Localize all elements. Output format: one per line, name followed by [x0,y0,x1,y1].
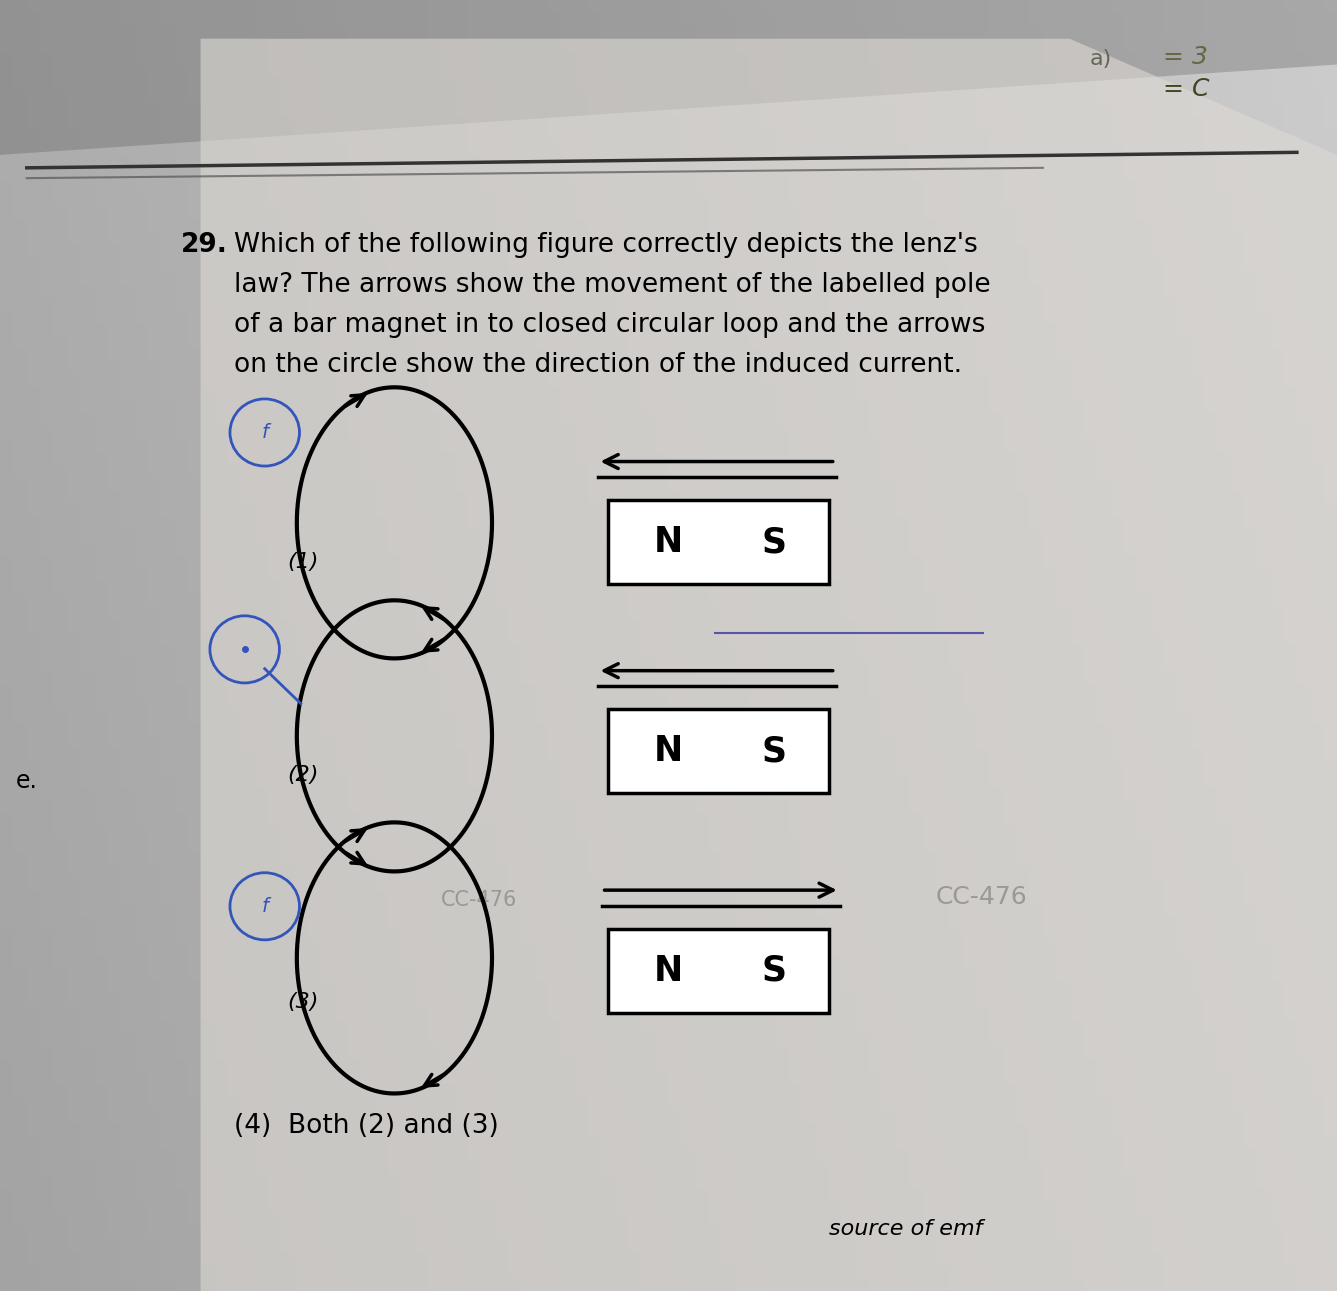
Polygon shape [201,39,1337,1291]
Text: e.: e. [16,769,37,793]
Text: (4)  Both (2) and (3): (4) Both (2) and (3) [234,1113,499,1139]
Polygon shape [0,0,1337,155]
Text: (2): (2) [287,764,318,785]
Text: f: f [261,423,269,442]
Text: 29.: 29. [180,232,227,258]
Text: S: S [761,525,786,559]
Bar [608,930,829,1012]
Text: S: S [761,954,786,988]
Text: S: S [761,735,786,768]
Bar [608,710,829,793]
Text: a): a) [1090,49,1112,68]
Bar [608,500,829,584]
Text: N: N [654,735,682,768]
Text: = 3: = 3 [1163,45,1209,70]
Text: f: f [261,897,269,915]
Text: = C: = C [1163,77,1210,102]
Text: Which of the following figure correctly depicts the lenz's
law? The arrows show : Which of the following figure correctly … [234,232,991,378]
Text: N: N [654,525,682,559]
Text: CC-476: CC-476 [441,891,517,910]
Text: (1): (1) [287,551,318,572]
Text: N: N [654,954,682,988]
Text: CC-476: CC-476 [936,884,1028,909]
Text: source of emf: source of emf [829,1219,983,1239]
Text: (3): (3) [287,991,318,1012]
